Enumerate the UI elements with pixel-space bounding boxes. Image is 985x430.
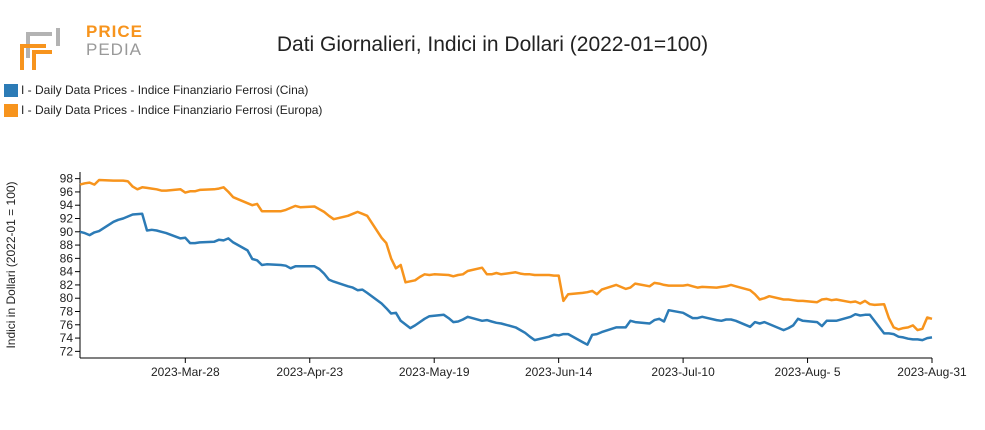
logo-text-pedia: PEDIA	[86, 40, 143, 59]
y-tick-label: 90	[60, 225, 74, 239]
series-line-europa[interactable]	[79, 178, 933, 332]
y-tick-label: 84	[60, 265, 74, 279]
x-tick-label: 2023-Aug- 5	[775, 365, 841, 379]
x-tick-label: 2023-Jul-10	[651, 365, 715, 379]
series-group	[79, 178, 933, 346]
x-tick-label: 2023-Jun-14	[525, 365, 593, 379]
y-tick-label: 74	[60, 331, 74, 345]
legend-label-europa: I - Daily Data Prices - Indice Finanziar…	[21, 103, 323, 117]
x-tick-label: 2023-Mar-28	[151, 365, 220, 379]
pricepedia-logo: PRICE PEDIA	[18, 22, 142, 72]
logo-text-price: PRICE	[86, 22, 143, 41]
y-tick-label: 96	[60, 185, 74, 199]
y-tick-label: 72	[60, 344, 74, 358]
y-axis-label: Indici in Dollari (2022-01 = 100)	[4, 181, 18, 348]
y-tick-label: 94	[60, 198, 74, 212]
legend-label-cina: I - Daily Data Prices - Indice Finanziar…	[21, 83, 309, 97]
y-tick-label: 80	[60, 291, 74, 305]
legend-item-cina[interactable]: I - Daily Data Prices - Indice Finanziar…	[4, 80, 322, 100]
legend-item-europa[interactable]: I - Daily Data Prices - Indice Finanziar…	[4, 100, 322, 120]
legend-swatch-europa	[4, 103, 18, 117]
x-tick-label: 2023-May-19	[399, 365, 470, 379]
series-line-cina[interactable]	[79, 212, 933, 346]
legend-swatch-cina	[4, 83, 18, 97]
y-tick-label: 86	[60, 251, 74, 265]
x-tick-label: 2023-Aug-31	[897, 365, 967, 379]
x-tick-label: 2023-Apr-23	[276, 365, 343, 379]
y-tick-label: 88	[60, 238, 74, 252]
x-axis: 2023-Mar-28 2023-Apr-23 2023-May-19 2023-Ju…	[80, 357, 967, 379]
logo-icon	[20, 28, 60, 70]
y-tick-label: 78	[60, 305, 74, 319]
y-tick-label: 82	[60, 278, 74, 292]
y-tick-label: 76	[60, 318, 74, 332]
chart-title: Dati Giornalieri, Indici in Dollari (202…	[276, 33, 709, 56]
chart-legend: I - Daily Data Prices - Indice Finanziar…	[4, 80, 322, 120]
y-tick-label: 92	[60, 212, 74, 226]
y-tick-label: 98	[60, 172, 74, 186]
